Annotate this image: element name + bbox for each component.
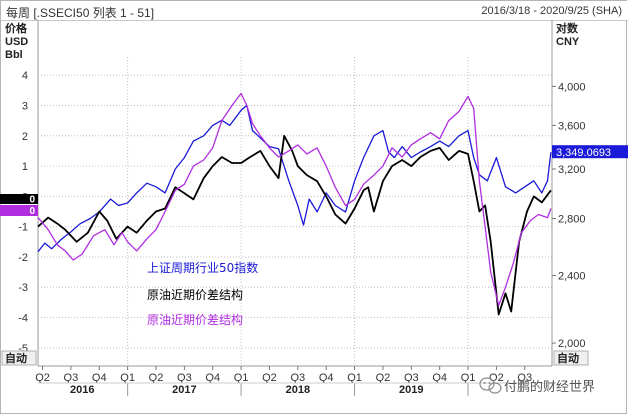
- series-line-0: [37, 104, 552, 253]
- plot-background: [38, 57, 552, 366]
- right-tick-label: 3,200: [558, 164, 586, 176]
- x-year-label: 2017: [172, 384, 196, 396]
- left-tick-label: -5: [18, 343, 28, 355]
- x-year-label: 2018: [286, 384, 310, 396]
- x-quarter-label: Q4: [92, 372, 107, 384]
- black-value-text: 0: [29, 195, 35, 206]
- auto-left-label: 自动: [5, 351, 27, 365]
- current-value-text: 3,349.0693: [556, 147, 611, 159]
- current-value-marker: 3,349.0693: [552, 145, 628, 159]
- left-unit-line: 价格: [5, 21, 28, 35]
- x-quarter-label: Q2: [376, 372, 391, 384]
- auto-left-button[interactable]: [1, 350, 37, 366]
- x-quarter-label: Q4: [432, 372, 447, 384]
- x-quarter-label: Q4: [319, 372, 334, 384]
- left-unit-line: Bbl: [5, 49, 23, 61]
- left-tick-label: 2: [22, 131, 28, 143]
- series-line-1: [37, 134, 552, 316]
- left-tick-label: 4: [22, 70, 28, 82]
- purple-value-marker: [0, 205, 38, 216]
- right-unit-label: 对数 CNY: [556, 21, 580, 48]
- x-year-label: 2016: [70, 384, 94, 396]
- left-tick-label: -1: [18, 222, 28, 234]
- x-quarter-label: Q3: [404, 372, 419, 384]
- left-value-markers: 0 0: [0, 194, 38, 217]
- left-tick-label: -3: [18, 282, 28, 294]
- x-quarter-label: Q1: [234, 372, 249, 384]
- right-unit-line: 对数: [556, 21, 579, 35]
- right-tick-label: 2,800: [558, 213, 586, 225]
- right-axis: 4,000 3,600 3,200 2,800 2,400 2,000: [552, 81, 586, 350]
- x-quarter-label: Q3: [64, 372, 79, 384]
- grid-layer: [37, 20, 553, 366]
- window-title: 每周 [.SSECI50 列表 1 - 51]: [6, 6, 155, 20]
- x-quarter-label: Q3: [517, 372, 532, 384]
- date-range-label: 2016/3/18 - 2020/9/25 (SHA): [481, 5, 622, 17]
- legend-black-series: 原油近期价差结构: [147, 287, 243, 302]
- right-tick-label: 2,400: [558, 271, 586, 283]
- current-value-box: [552, 145, 628, 159]
- auto-right-label: 自动: [557, 351, 579, 365]
- x-quarter-label: Q1: [347, 372, 362, 384]
- watermark-text: 付鹏的财经世界: [504, 379, 595, 395]
- x-quarter-label: Q1: [461, 372, 476, 384]
- right-tick-label: 3,600: [558, 120, 586, 132]
- x-axis: Q2 Q3 Q4 Q1 Q2 Q3 Q4 Q1 Q2 Q3 Q4 Q1 Q2 Q3 Q4 Q1 Q2 Q32016…: [35, 365, 552, 396]
- right-unit-line: CNY: [556, 36, 580, 48]
- x-quarter-label: Q2: [489, 372, 504, 384]
- black-value-marker: [0, 194, 38, 204]
- right-tick-label: 2,000: [558, 338, 586, 350]
- watermark: 付鹏的财经世界: [479, 377, 595, 395]
- left-unit-line: USD: [5, 36, 28, 48]
- auto-buttons[interactable]: 自动 自动: [1, 350, 589, 366]
- x-quarter-label: Q2: [262, 372, 277, 384]
- series-layer: [37, 92, 552, 316]
- left-tick-label: -2: [18, 252, 28, 264]
- left-tick-label: -4: [18, 313, 28, 325]
- right-tick-label: 4,000: [558, 81, 586, 93]
- left-unit-label: 价格 USD Bbl: [5, 21, 28, 61]
- legend-blue-series: 上证周期行业50指数: [147, 260, 258, 275]
- series-line-2: [37, 92, 552, 307]
- auto-right-button[interactable]: [553, 350, 589, 366]
- x-quarter-label: Q1: [120, 372, 135, 384]
- x-quarter-label: Q4: [205, 372, 220, 384]
- x-quarter-label: Q3: [177, 372, 192, 384]
- x-quarter-label: Q2: [149, 372, 164, 384]
- legend: 上证周期行业50指数 原油近期价差结构 原油近期价差结构: [147, 260, 258, 327]
- window-header: 每周 [.SSECI50 列表 1 - 51] 2016/3/18 - 2020…: [1, 1, 628, 21]
- left-tick-label: 3: [22, 100, 28, 112]
- purple-value-text: 0: [29, 206, 35, 217]
- left-tick-label: 1: [22, 161, 28, 173]
- x-quarter-label: Q3: [290, 372, 305, 384]
- x-year-label: 2019: [399, 384, 423, 396]
- wechat-icon: [479, 377, 502, 394]
- x-quarter-label: Q2: [35, 372, 50, 384]
- legend-purple-series: 原油近期价差结构: [147, 312, 243, 327]
